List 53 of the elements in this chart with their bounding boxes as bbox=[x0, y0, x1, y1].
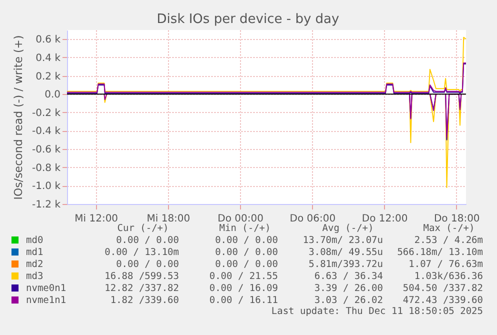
legend-label: md2 bbox=[26, 259, 44, 270]
chart-title: Disk IOs per device - by day bbox=[156, 12, 340, 27]
x-tick-label: Do 18:00 bbox=[434, 214, 480, 224]
text: 0.00 / 0.00 bbox=[116, 235, 180, 246]
legend-label: nvme1n1 bbox=[26, 295, 66, 306]
x-tick-label: Do 00:00 bbox=[218, 214, 264, 224]
text: 0.00 / 16.11 bbox=[209, 295, 278, 306]
text: 0.00 / 0.00 bbox=[215, 259, 278, 270]
text: 5.81m/393.72u bbox=[308, 259, 383, 270]
text: 0.00 / 16.09 bbox=[209, 283, 278, 294]
y-tick-label: -0.6 k bbox=[32, 144, 61, 156]
y-axis-title: IOs/second read (-) / write (+) bbox=[12, 35, 26, 200]
text: Cur (-/+) bbox=[117, 223, 169, 234]
y-tick-label: 0.0 bbox=[44, 90, 60, 101]
x-tick-label: Do 12:00 bbox=[362, 214, 408, 224]
text: 504.50 /337.82 bbox=[402, 283, 483, 294]
legend-label: md3 bbox=[26, 271, 44, 282]
text: Last update: Thu Dec 11 18:50:05 2025 bbox=[271, 306, 483, 317]
y-tick-label: -0.8 k bbox=[32, 162, 61, 174]
text: 1.82 /339.60 bbox=[110, 295, 180, 306]
text: Max (-/+) bbox=[423, 223, 475, 234]
text: 566.18m/ 13.10m bbox=[397, 247, 484, 258]
text: Min (-/+) bbox=[219, 223, 271, 234]
x-tick-label: Mi 12:00 bbox=[74, 214, 118, 224]
legend-label: nvme0n1 bbox=[26, 283, 66, 294]
text: 3.03 / 26.02 bbox=[314, 295, 383, 306]
text: 12.82 /337.82 bbox=[104, 283, 179, 294]
text: 0.00 / 0.00 bbox=[215, 247, 278, 258]
text: 0.00 / 21.55 bbox=[209, 271, 278, 282]
text: 1.07 / 76.63m bbox=[408, 259, 484, 270]
y-tick-label: -0.4 k bbox=[32, 126, 61, 138]
y-tick-label: -1.2 k bbox=[32, 200, 61, 210]
y-tick-label: -1.0 k bbox=[32, 181, 61, 192]
text: 13.70m/ 23.07u bbox=[302, 235, 383, 246]
x-tick-label: Mi 18:00 bbox=[146, 214, 190, 224]
x-tick-label: Do 06:00 bbox=[290, 214, 336, 224]
text: 3.39 / 26.00 bbox=[314, 283, 384, 294]
text: 0.00 / 13.10m bbox=[104, 247, 180, 258]
text: 16.88 /599.53 bbox=[104, 271, 179, 282]
y-tick-label: 0.4 k bbox=[36, 52, 61, 64]
text: 1.03k/636.36 bbox=[414, 271, 484, 282]
y-tick-label: -0.2 k bbox=[32, 108, 61, 119]
text: 0.00 / 0.00 bbox=[215, 235, 278, 246]
y-tick-label: 0.2 k bbox=[36, 71, 61, 82]
text: 0.00 / 0.00 bbox=[116, 259, 180, 270]
legend-label: md0 bbox=[26, 235, 44, 246]
legend-label: md1 bbox=[26, 247, 44, 258]
y-tick-label: 0.6 k bbox=[36, 34, 61, 46]
text: 472.43 /339.60 bbox=[402, 295, 484, 306]
text: 2.53 / 4.26m bbox=[414, 235, 484, 246]
text: 3.08m/ 49.55u bbox=[308, 247, 383, 258]
text: Avg (-/+) bbox=[322, 223, 374, 234]
text: 6.63 / 36.34 bbox=[314, 271, 384, 282]
